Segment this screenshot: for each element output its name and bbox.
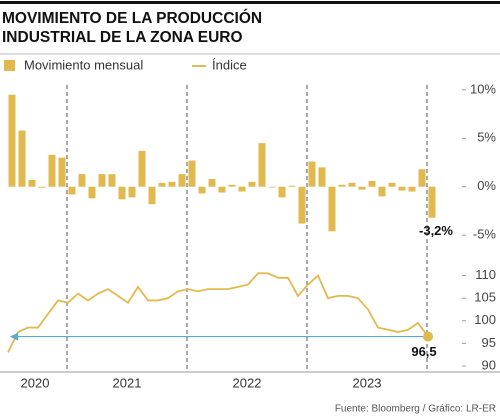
bar (138, 150, 146, 187)
bar (418, 169, 426, 187)
bar (118, 186, 126, 200)
y-tick-label: 0% (477, 178, 496, 193)
legend-label: Índice (212, 57, 247, 72)
bar (108, 174, 116, 187)
bar (228, 184, 236, 187)
y-tick-label: 5% (477, 130, 496, 145)
legend-swatch (4, 60, 15, 71)
bar (428, 186, 436, 218)
y-tick-label: 10% (470, 81, 496, 96)
bar (378, 186, 386, 197)
bar (218, 186, 226, 193)
arrow-head (10, 332, 18, 341)
bar (188, 160, 196, 187)
bar (268, 186, 276, 188)
bar (148, 186, 156, 205)
bar (358, 186, 366, 190)
bar (28, 179, 36, 187)
bar (398, 186, 406, 191)
bar (318, 167, 326, 187)
y2-tick-label: 95 (482, 335, 496, 350)
bar (158, 182, 166, 187)
year-label: 2020 (21, 375, 50, 390)
bar (98, 174, 106, 187)
end-marker (423, 331, 433, 342)
bar (298, 186, 306, 224)
source: Fuente: Bloomberg / Gráfico: LR-ER (335, 404, 496, 415)
bar (208, 178, 216, 187)
year-label: 2021 (113, 375, 142, 390)
bar (408, 186, 416, 192)
y2-tick-label: 100 (474, 312, 496, 327)
y2-tick-label: 90 (482, 357, 496, 372)
legend-label: Movimiento mensual (24, 57, 143, 72)
bar (18, 130, 26, 187)
bar (8, 94, 16, 187)
bar (258, 143, 266, 187)
bar (338, 184, 346, 187)
bar (178, 174, 186, 187)
bar (368, 180, 376, 187)
bar (78, 174, 86, 187)
data-label: -3,2% (419, 223, 453, 238)
index-line (7, 272, 429, 353)
year-label: 2022 (233, 375, 262, 390)
bar (238, 186, 246, 192)
y-tick-label: -5% (473, 227, 497, 242)
year-label: 2023 (353, 375, 382, 390)
bar (48, 154, 56, 187)
y2-tick-label: 105 (474, 290, 496, 305)
bar (248, 181, 256, 187)
chart-title: INDUSTRIAL DE LA ZONA EURO (2, 29, 243, 46)
bar (68, 186, 76, 195)
chart-title: MOVIMIENTO DE LA PRODUCCIÓN (2, 9, 262, 27)
bar (308, 161, 316, 187)
data-label: 96,5 (411, 344, 436, 359)
bar (58, 157, 66, 187)
bar (288, 185, 296, 187)
bar (388, 182, 396, 187)
bar (88, 186, 96, 199)
bar (328, 186, 336, 232)
bar (38, 186, 46, 188)
bar (278, 186, 286, 198)
bar (348, 182, 356, 187)
bar (168, 181, 176, 187)
y2-tick-label: 110 (475, 267, 496, 282)
bar (198, 186, 206, 194)
bar (128, 186, 136, 198)
